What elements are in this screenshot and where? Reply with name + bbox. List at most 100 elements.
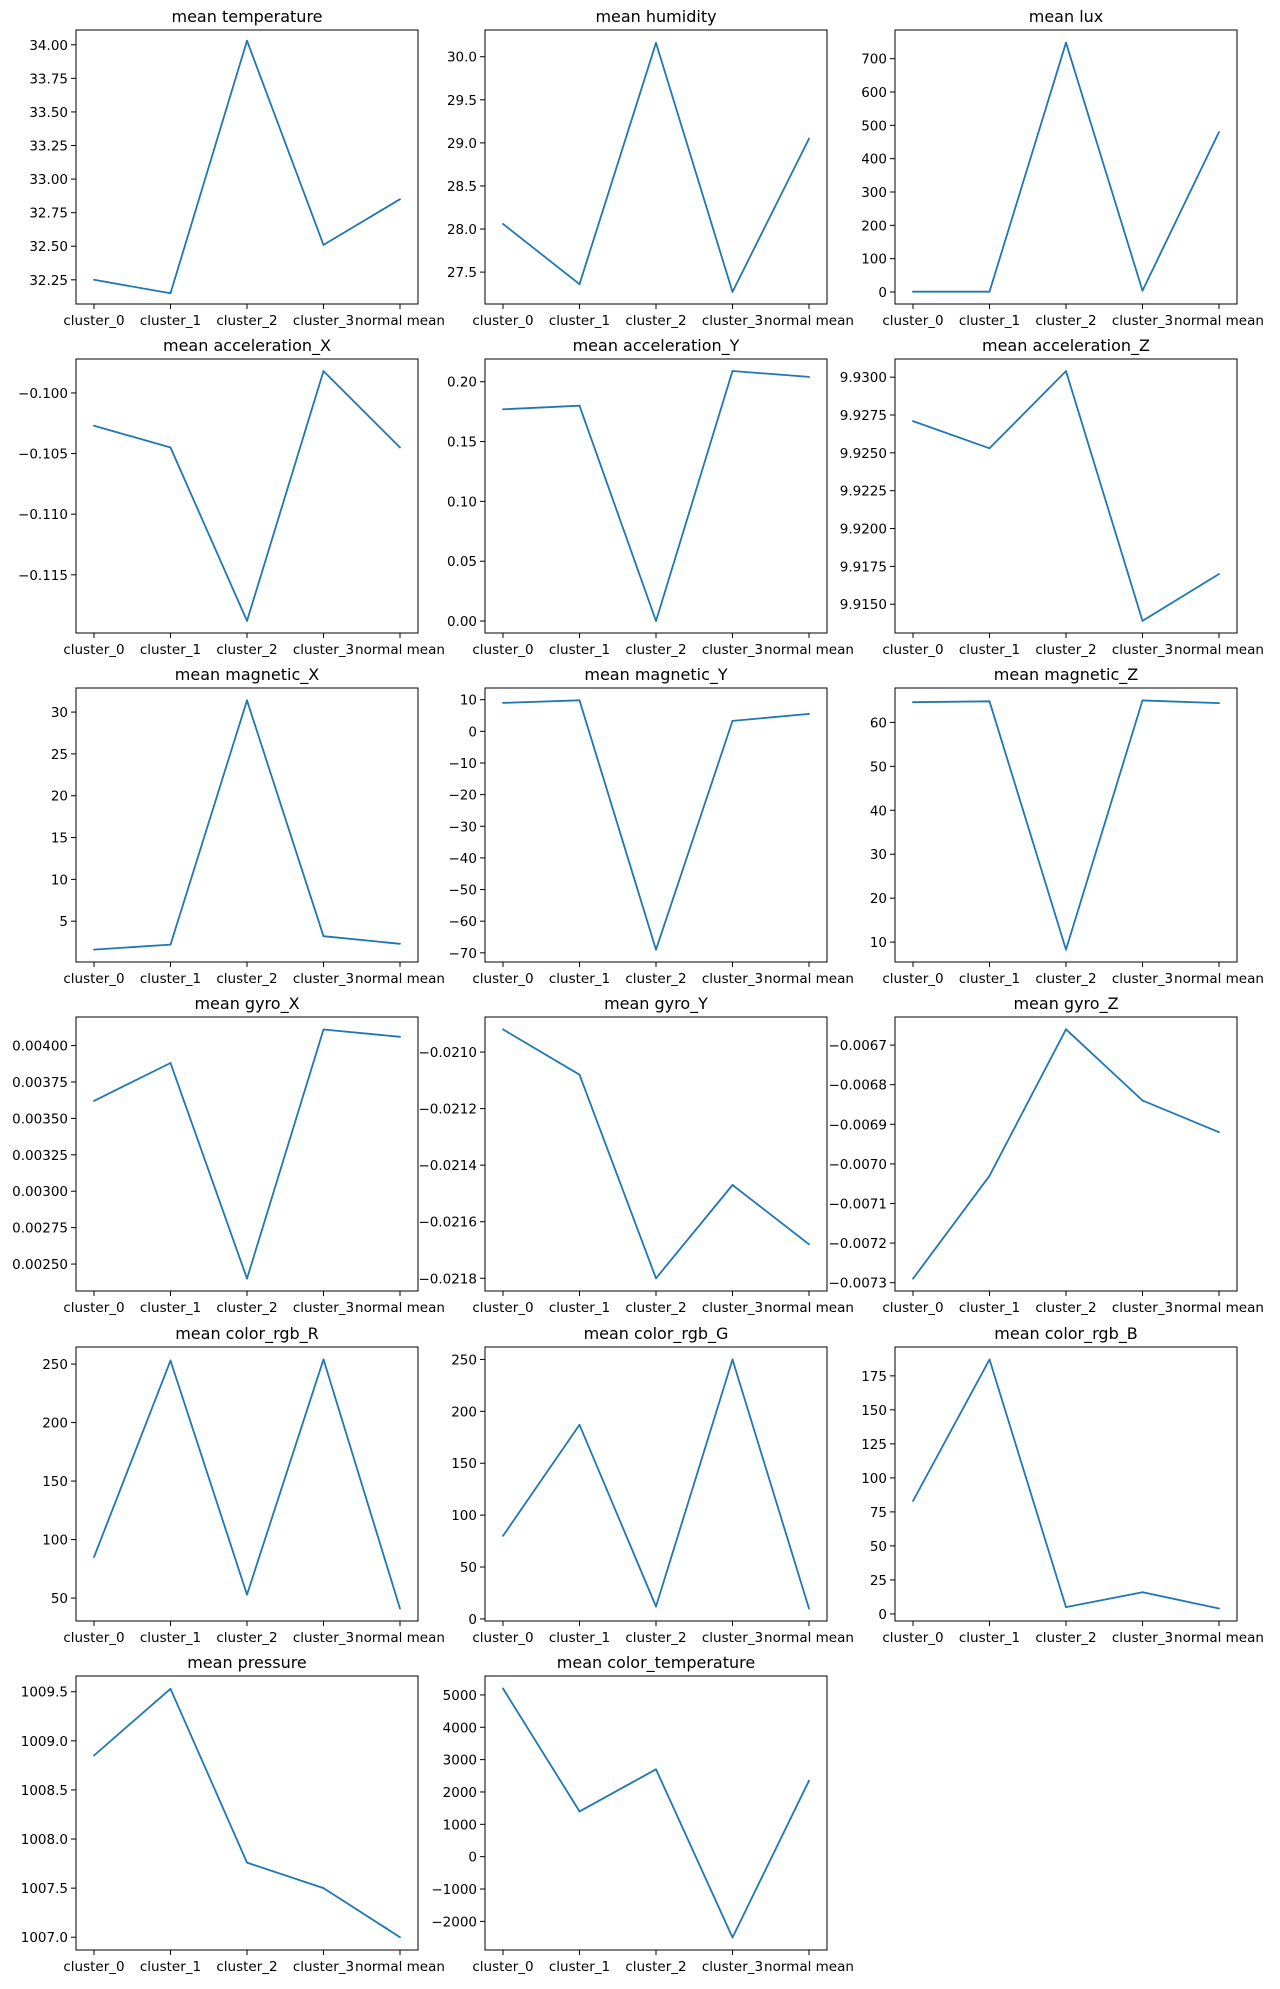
y-tick-label: 30 — [870, 847, 887, 863]
chart-panel-5: mean acceleration_Y 0.00 0.05 0.10 0.15 0.20 c… — [447, 336, 854, 658]
y-tick-label: −0.105 — [18, 447, 68, 463]
x-tick-label: cluster_1 — [959, 971, 1020, 987]
y-tick-label: 28.5 — [447, 179, 477, 195]
y-tick-label: 33.25 — [29, 139, 68, 155]
y-tick-label: 9.9250 — [840, 446, 887, 462]
data-point — [93, 1754, 95, 1757]
series-line — [93, 1358, 401, 1609]
axes-frame — [484, 687, 828, 963]
y-tick-label: 1000 — [443, 1817, 477, 1833]
y-tick-label: 50 — [51, 1591, 68, 1607]
y-tick-label: 10 — [870, 935, 887, 951]
chart-panel-10: mean gyro_X 0.00400 0.00375 0.00350 0.00325 0… — [12, 994, 445, 1316]
chart-title: mean pressure — [187, 1653, 307, 1672]
chart-title: mean gyro_Y — [604, 994, 708, 1014]
x-tick-label: cluster_3 — [702, 642, 763, 658]
x-tick-label: cluster_1 — [549, 313, 610, 329]
y-tick-label: −2000 — [431, 1914, 477, 1930]
data-point — [1065, 370, 1067, 373]
data-point — [1065, 948, 1067, 951]
y-tick-label: −30 — [449, 819, 478, 835]
series-line — [502, 370, 810, 622]
y-tick-label: 300 — [861, 185, 887, 201]
y-tick-label: 75 — [870, 1505, 887, 1521]
y-tick-label: 29.5 — [447, 93, 477, 109]
series-line — [93, 699, 401, 951]
x-tick-label: cluster_0 — [882, 1300, 943, 1316]
data-point — [399, 1936, 401, 1939]
y-tick-label: 27.5 — [447, 265, 477, 281]
axes-frame — [75, 1675, 419, 1951]
y-tick-label: 50 — [870, 1539, 887, 1555]
y-tick-label: 0 — [468, 1850, 477, 1866]
chart-title: mean color_rgb_G — [584, 1324, 729, 1344]
y-tick-label: 150 — [861, 1403, 887, 1419]
y-tick-label: −0.0214 — [418, 1158, 477, 1174]
x-tick-label: normal mean — [764, 1959, 854, 1975]
y-tick-label: 0.00 — [447, 614, 477, 630]
data-point — [578, 404, 581, 407]
data-point — [502, 701, 504, 704]
data-point — [1141, 699, 1144, 702]
x-tick-label: cluster_3 — [293, 971, 354, 987]
y-tick-label: −0.0067 — [828, 1038, 887, 1054]
x-tick-label: cluster_3 — [1112, 971, 1173, 987]
data-point — [399, 1607, 401, 1610]
axes-frame — [484, 1346, 828, 1622]
x-tick-label: cluster_0 — [63, 642, 124, 658]
y-tick-label: 9.9200 — [840, 522, 887, 538]
x-tick-label: cluster_3 — [293, 1959, 354, 1975]
chart-title: mean color_rgb_R — [175, 1324, 319, 1344]
data-point — [1141, 289, 1144, 292]
x-tick-label: cluster_3 — [1112, 313, 1173, 329]
x-tick-label: cluster_2 — [625, 642, 686, 658]
y-tick-label: 34.00 — [29, 38, 68, 54]
x-tick-label: cluster_2 — [216, 1630, 277, 1646]
y-tick-label: 100 — [861, 252, 887, 268]
y-tick-label: −0.0210 — [418, 1045, 477, 1061]
axes-frame — [484, 1016, 828, 1292]
y-tick-label: −0.0069 — [828, 1117, 887, 1133]
x-tick-label: cluster_3 — [702, 971, 763, 987]
x-tick-label: cluster_0 — [882, 971, 943, 987]
series-line — [93, 1687, 401, 1938]
x-tick-label: cluster_2 — [1035, 313, 1096, 329]
x-tick-label: cluster_2 — [625, 1630, 686, 1646]
y-tick-label: 1009.0 — [21, 1734, 68, 1750]
data-point — [578, 699, 581, 702]
y-tick-label: −0.0070 — [828, 1157, 887, 1173]
y-tick-label: −0.115 — [18, 568, 68, 584]
data-point — [731, 1358, 734, 1361]
y-tick-label: 0.15 — [447, 435, 477, 451]
chart-title: mean acceleration_Z — [982, 336, 1150, 356]
x-tick-label: cluster_2 — [1035, 1300, 1096, 1316]
chart-title: mean color_temperature — [557, 1653, 755, 1673]
x-tick-label: cluster_1 — [140, 313, 201, 329]
chart-panel-15: mean color_rgb_B 0 25 50 75 100 125 150 175 clust… — [861, 1324, 1264, 1646]
y-tick-label: −70 — [449, 946, 478, 962]
x-tick-label: cluster_3 — [293, 1630, 354, 1646]
x-tick-label: normal mean — [355, 971, 445, 987]
y-tick-label: 200 — [451, 1404, 477, 1420]
data-point — [988, 700, 991, 703]
y-tick-label: 200 — [861, 218, 887, 234]
data-point — [246, 1277, 248, 1280]
axes-frame — [894, 358, 1238, 634]
chart-title: mean magnetic_Z — [994, 665, 1139, 685]
x-tick-label: cluster_0 — [63, 1300, 124, 1316]
y-tick-label: −10 — [449, 756, 478, 772]
series-line — [93, 370, 401, 622]
y-tick-label: −0.100 — [18, 386, 68, 402]
data-point — [808, 376, 810, 378]
chart-panel-2: mean humidity 27.5 28.0 28.5 29.0 29.5 30.0 clu… — [447, 7, 854, 329]
series-line — [502, 699, 810, 951]
y-tick-label: 1008.0 — [21, 1832, 68, 1848]
axes-frame — [75, 687, 419, 963]
y-tick-label: −60 — [449, 914, 478, 930]
x-tick-label: cluster_1 — [140, 971, 201, 987]
x-tick-label: normal mean — [1174, 971, 1264, 987]
x-tick-label: cluster_0 — [882, 642, 943, 658]
data-point — [1065, 41, 1067, 44]
y-tick-label: 100 — [861, 1471, 887, 1487]
data-point — [808, 137, 810, 140]
